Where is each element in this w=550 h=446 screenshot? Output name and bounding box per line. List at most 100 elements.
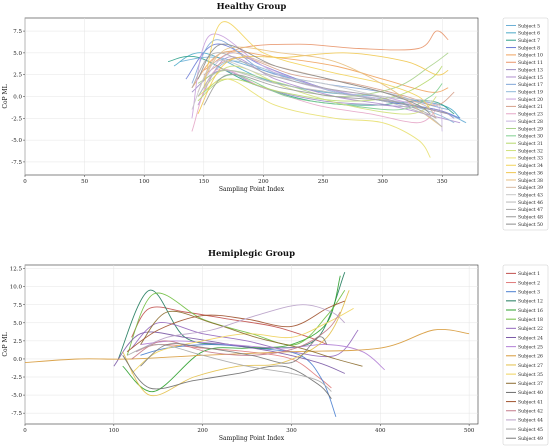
- series-line-subject-50: [197, 43, 431, 115]
- series-line-subject-48: [203, 73, 449, 115]
- legend-entry: Subject 22: [518, 326, 543, 332]
- legend-entry: Subject 41: [518, 399, 543, 405]
- legend-entry: Subject 11: [518, 60, 543, 66]
- series-line-subject-32: [203, 65, 437, 115]
- chart-title: Healthy Group: [217, 2, 287, 12]
- y-tick-label: -7.5: [11, 160, 22, 166]
- x-axis-label: Sampling Point Index: [219, 435, 285, 442]
- series-line-subject-33: [197, 78, 431, 158]
- series-line-subject-40: [122, 355, 332, 400]
- legend-entry: Subject 49: [518, 436, 543, 442]
- y-tick-label: 12.5: [10, 267, 23, 273]
- y-tick-label: -7.5: [11, 411, 22, 417]
- series-group: [25, 272, 470, 417]
- legend-entry: Subject 42: [518, 409, 543, 415]
- series-line-subject-43: [191, 59, 443, 110]
- legend-entry: Subject 13: [518, 67, 543, 73]
- legend-entry: Subject 46: [518, 200, 543, 206]
- y-tick-label: -5.0: [11, 393, 22, 399]
- legend-entry: Subject 16: [518, 308, 543, 314]
- legend-entry: Subject 34: [518, 163, 543, 169]
- series-line-subject-45: [126, 344, 332, 392]
- series-group: [168, 21, 467, 158]
- chart-panel-1: Healthy Group 0 50 100 150 200 250 300 350 -7.5 -5…: [2, 2, 549, 231]
- legend-entry: Subject 27: [518, 363, 543, 369]
- x-tick-label: 100: [139, 179, 150, 185]
- y-tick-label: 0.0: [13, 95, 22, 101]
- legend-entry: Subject 29: [518, 126, 543, 132]
- y-tick-label: -2.5: [11, 375, 22, 381]
- legend-entry: Subject 28: [518, 119, 543, 125]
- legend-entry: Subject 43: [518, 192, 543, 198]
- x-axis-label: Sampling Point Index: [219, 186, 285, 193]
- legend-entry: Subject 45: [518, 427, 543, 433]
- series-line-subject-44: [135, 304, 346, 353]
- legend-entry: Subject 18: [518, 317, 543, 323]
- legend-entry: Subject 40: [518, 390, 543, 396]
- legend-entry: Subject 26: [518, 354, 543, 360]
- x-tick-label: 200: [258, 179, 269, 185]
- series-line-subject-27: [122, 290, 350, 397]
- series-line-subject-46: [197, 69, 443, 128]
- legend-entry: Subject 50: [518, 222, 543, 228]
- legend-entry: Subject 7: [518, 38, 540, 44]
- y-tick-label: 5.0: [13, 51, 22, 57]
- y-tick-label: -2.5: [11, 116, 22, 122]
- legend-entry: Subject 2: [518, 280, 540, 286]
- legend-entry: Subject 44: [518, 418, 543, 424]
- legend-entry: Subject 6: [518, 31, 540, 37]
- y-tick-label: 7.5: [13, 29, 22, 35]
- legend-entry: Subject 23: [518, 112, 543, 118]
- legend-entry: Subject 12: [518, 299, 543, 305]
- legend-entry: Subject 48: [518, 215, 543, 221]
- legend-entry: Subject 21: [518, 104, 543, 110]
- legend-entry: Subject 24: [518, 335, 543, 341]
- legend-entry: Subject 20: [518, 97, 543, 103]
- series-line-subject-35: [131, 308, 354, 374]
- legend-entry: Subject 32: [518, 148, 543, 154]
- x-tick-label: 500: [464, 428, 475, 434]
- legend-entry: Subject 36: [518, 170, 543, 176]
- series-line-subject-47: [191, 52, 437, 119]
- legend-entry: Subject 3: [518, 289, 540, 295]
- x-tick-label: 150: [199, 179, 210, 185]
- legend-entry: Subject 10: [518, 53, 543, 59]
- series-line-subject-25: [140, 340, 385, 371]
- x-tick-label: 0: [23, 428, 27, 434]
- legend-entry: Subject 19: [518, 89, 543, 95]
- x-tick-label: 200: [197, 428, 208, 434]
- y-tick-label: 0.0: [13, 357, 22, 363]
- x-tick-label: 350: [437, 179, 448, 185]
- series-line-subject-26: [25, 328, 470, 364]
- x-tick-label: 100: [109, 428, 120, 434]
- series-line-subject-23: [191, 68, 437, 132]
- legend-entry: Subject 17: [518, 82, 543, 88]
- x-tick-label: 250: [318, 179, 329, 185]
- x-tick-label: 400: [375, 428, 386, 434]
- y-tick-label: 2.5: [13, 339, 22, 345]
- y-tick-label: 5.0: [13, 321, 22, 327]
- x-tick-label: 0: [23, 179, 27, 185]
- legend-entry: Subject 37: [518, 381, 543, 387]
- y-tick-label: 10.0: [10, 285, 23, 291]
- x-tick-label: 300: [286, 428, 297, 434]
- series-line-subject-49: [140, 336, 328, 367]
- series-line-subject-34: [203, 21, 431, 110]
- chart-panel-2: Hemiplegic Group 0 100 200 300 400 500 -7.5 -5.0…: [2, 249, 549, 446]
- legend: Subject 1 Subject 2 Subject 3 Subject 12 Sub…: [502, 264, 549, 446]
- legend-entry: Subject 47: [518, 207, 543, 213]
- legend-entry: Subject 33: [518, 156, 543, 162]
- legend-entry: Subject 31: [518, 141, 543, 147]
- legend-entry: Subject 30: [518, 134, 543, 140]
- legend-entry: Subject 8: [518, 45, 540, 51]
- legend-entry: Subject 35: [518, 372, 543, 378]
- legend-box: [502, 17, 549, 231]
- legend-entry: Subject 15: [518, 75, 543, 81]
- y-tick-label: 7.5: [13, 303, 22, 309]
- y-tick-label: -5.0: [11, 138, 22, 144]
- x-tick-label: 300: [377, 179, 388, 185]
- series-line-subject-37: [140, 310, 363, 367]
- series-line-subject-41: [126, 300, 345, 353]
